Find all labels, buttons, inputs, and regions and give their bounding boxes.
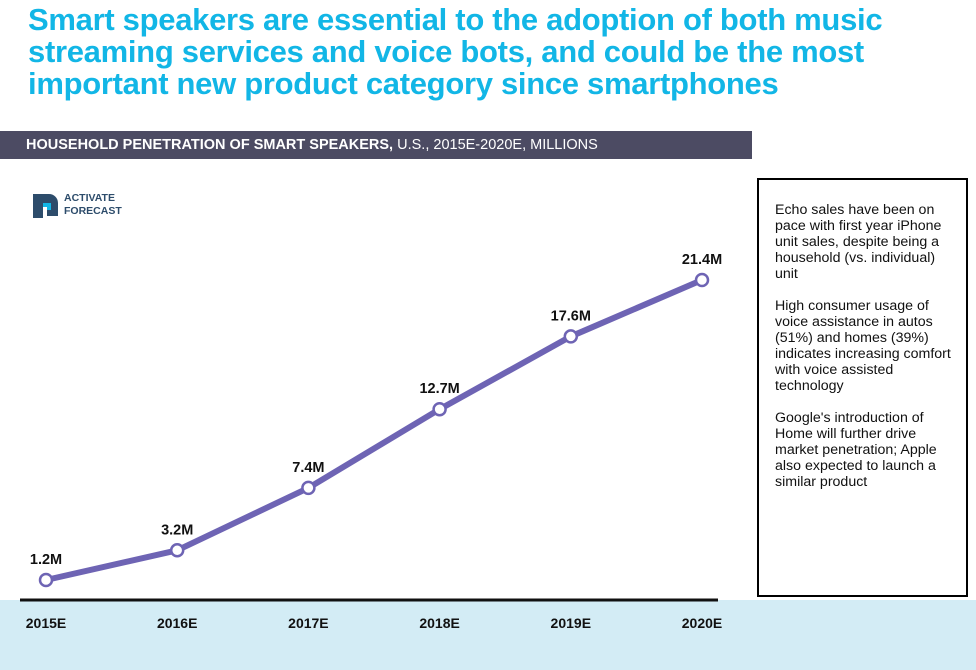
x-tick-label: 2019E: [551, 615, 591, 631]
x-tick-label: 2015E: [26, 615, 66, 631]
x-tick-label: 2018E: [419, 615, 459, 631]
x-tick-label: 2017E: [288, 615, 328, 631]
chart-title-rest: U.S., 2015E-2020E, MILLIONS: [393, 137, 598, 153]
data-label: 21.4M: [682, 252, 722, 268]
data-label: 12.7M: [419, 381, 459, 397]
x-axis-band: [0, 600, 976, 670]
chart-title-bold: HOUSEHOLD PENETRATION OF SMART SPEAKERS,: [26, 137, 394, 153]
series-line: [43, 277, 705, 583]
note-2: High consumer usage of voice assistance …: [775, 298, 951, 394]
data-point: [38, 572, 54, 588]
data-label: 17.6M: [551, 308, 591, 324]
data-label: 7.4M: [292, 460, 324, 476]
commentary-box: Echo sales have been on pace with first …: [757, 178, 968, 597]
logo-text: ACTIVATE FORECAST: [64, 192, 122, 217]
activate-forecast-logo: ACTIVATE FORECAST: [30, 190, 150, 226]
note-3: Google's introduction of Home will furth…: [775, 410, 937, 490]
x-tick-label: 2020E: [682, 615, 722, 631]
line-chart: 1.2M 2015E 3.2M 2016E 7.4M 2017E 12.7M 2018E 17.…: [20, 252, 722, 631]
data-label: 3.2M: [161, 522, 193, 538]
headline: Smart speakers are essential to the adop…: [28, 2, 883, 101]
data-label: 1.2M: [30, 552, 62, 568]
activate-logo-icon: [33, 194, 58, 218]
data-point: [432, 401, 447, 417]
chart-title-banner: HOUSEHOLD PENETRATION OF SMART SPEAKERS,…: [0, 131, 752, 159]
logo-line-2: FORECAST: [64, 204, 122, 217]
data-point: [563, 329, 579, 344]
x-tick-label: 2016E: [157, 615, 197, 631]
data-point: [169, 543, 185, 558]
data-point: [301, 480, 316, 496]
data-point: [694, 272, 710, 288]
note-1: Echo sales have been on pace with first …: [775, 202, 942, 282]
logo-line-1: ACTIVATE: [64, 192, 115, 204]
